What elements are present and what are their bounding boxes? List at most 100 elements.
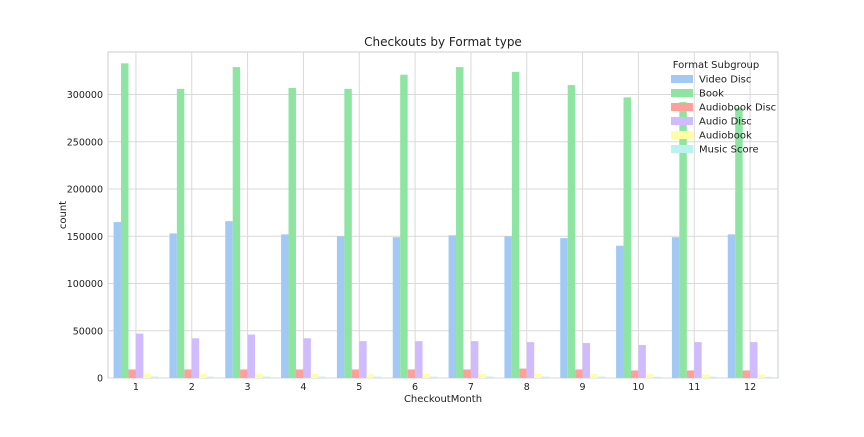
legend-swatch [671,145,693,153]
bar [534,373,542,378]
legend-title: Format Subgroup [673,60,760,71]
bar [630,370,639,378]
bar [623,97,631,379]
x-tick-label: 9 [580,382,586,393]
bar [616,245,624,378]
y-tick-label: 300000 [67,90,103,101]
bar [448,235,457,378]
bar [485,376,494,378]
legend-label: Video Disc [699,75,751,86]
bar [742,370,751,378]
bar [582,343,591,378]
bar [701,374,710,378]
bar [645,374,654,378]
legend-swatch [671,117,693,125]
bar [575,369,583,378]
bar [240,369,248,378]
x-tick-label: 1 [133,382,139,393]
legend-swatch [671,89,693,97]
bar [128,369,136,378]
bars [113,63,773,379]
legend-swatch [671,75,693,83]
x-tick-labels: 1 2 3 4 5 6 7 8 9 10 11 12 [133,382,756,393]
legend-label: Audio Disc [699,117,752,128]
bar [169,233,177,378]
x-tick-label: 11 [688,382,700,393]
bar [113,222,122,378]
x-tick-label: 7 [468,382,474,393]
bar [526,342,535,378]
bar [206,376,215,378]
legend-label: Audiobook Disc [699,103,776,114]
bar [143,373,151,378]
bar [727,234,736,378]
bar [456,67,464,379]
bar [135,333,144,378]
bar [597,376,605,378]
x-tick-label: 10 [632,382,644,393]
bar [560,238,568,378]
x-tick-label: 12 [744,382,756,393]
bar [262,376,270,378]
chart-title: Checkouts by Format type [364,35,522,49]
bar [199,374,207,378]
x-tick-label: 2 [189,382,195,393]
bar [121,63,129,378]
bar [351,369,360,378]
bar [504,236,512,378]
plot-frame [107,51,779,379]
bar [463,369,471,378]
bar [470,341,479,378]
bar [344,88,352,378]
bar [694,342,702,378]
legend-label: Music Score [699,145,759,156]
legend: Format Subgroup Video Disc Book Audiobook … [671,60,776,156]
bar [567,85,576,379]
bar [359,341,367,378]
bar [247,334,256,378]
y-tick-label: 0 [97,374,103,385]
bar [400,74,408,379]
bar [511,71,520,378]
bar [281,234,289,378]
bar [232,67,241,379]
bar [638,344,646,378]
bar [478,373,486,378]
x-tick-label: 3 [245,382,251,393]
bar [709,376,717,378]
bar [184,369,192,378]
gridlines [108,52,778,379]
bar [541,376,550,378]
bar [336,236,345,378]
bar [653,376,661,378]
bar [671,237,680,378]
legend-label: Audiobook [699,131,752,142]
bar [310,374,319,378]
bar [366,374,375,378]
bar [590,374,598,378]
y-axis-label: count [58,201,69,229]
bar [303,338,311,378]
y-tick-labels: 0 50000 100000 150000 200000 250000 300000 [67,90,103,384]
bar [150,376,159,378]
bar [429,376,438,378]
bar [176,88,185,378]
y-tick-label: 100000 [67,279,103,290]
x-axis-label: CheckoutMonth [404,394,482,405]
bar [519,368,527,378]
bar [374,376,382,378]
bar [295,369,304,378]
bar [407,369,416,378]
y-tick-label: 50000 [73,326,103,337]
x-tick-label: 4 [300,382,306,393]
bar [735,107,743,378]
bar [318,376,326,378]
bar [191,338,200,378]
y-tick-label: 150000 [67,232,103,243]
bar [415,341,423,378]
bar [288,87,296,378]
legend-label: Book [699,89,724,100]
bar [255,373,263,378]
